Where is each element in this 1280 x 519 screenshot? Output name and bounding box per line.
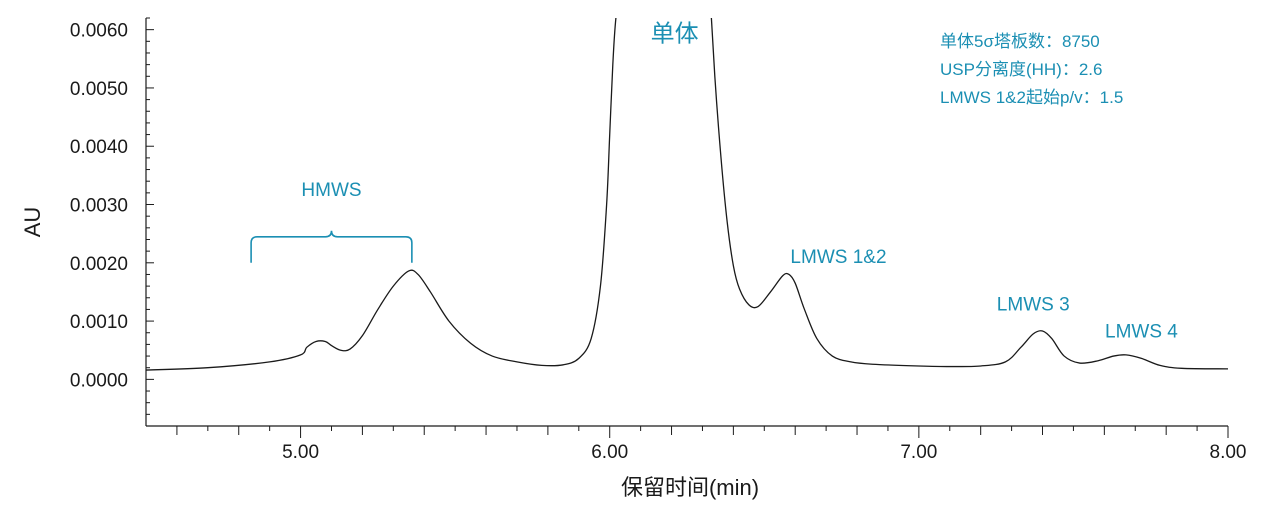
stat-plate-count: 单体5σ塔板数：8750: [940, 32, 1100, 51]
y-tick-label: 0.0060: [70, 21, 128, 42]
stats-box: 单体5σ塔板数：8750 USP分离度(HH)：2.6 LMWS 1&2起始p/…: [940, 32, 1123, 107]
peak-label-1: HMWS: [301, 180, 361, 201]
y-tick-label: 0.0020: [70, 254, 128, 275]
peak-annotations: 单体 HMWS LMWS 1&2 LMWS 3 LMWS 4: [301, 20, 1178, 342]
x-tick-label: 6.00: [591, 442, 628, 463]
peak-label-4: LMWS 4: [1105, 321, 1178, 342]
x-tick-label: 8.00: [1210, 442, 1247, 463]
peak-label-3: LMWS 3: [997, 295, 1070, 316]
y-ticks: 0.0000 0.0010 0.0020 0.0030 0.0040 0.0050 0.00…: [70, 17, 154, 427]
y-tick-label: 0.0040: [70, 137, 128, 158]
peak-label-2: LMWS 1&2: [790, 247, 886, 268]
axes: 0.0000 0.0010 0.0020 0.0030 0.0040 0.0050 0.00…: [70, 17, 1247, 463]
y-axis-title: AU: [20, 207, 45, 238]
x-ticks: 5.00 6.00 7.00 8.00: [176, 426, 1247, 463]
x-axis-title: 保留时间(min): [621, 475, 759, 500]
y-tick-label: 0.0030: [70, 196, 128, 217]
y-tick-label: 0.0050: [70, 79, 128, 100]
x-tick-label: 5.00: [282, 442, 319, 463]
stat-usp-resolution: USP分离度(HH)：2.6: [940, 60, 1102, 79]
hmws-bracket: [250, 230, 413, 263]
plot-area: [146, 18, 1228, 371]
x-tick-label: 7.00: [900, 442, 937, 463]
stat-lmws-pv: LMWS 1&2起始p/v：1.5: [940, 88, 1123, 107]
chromatogram-trace: [146, 18, 1228, 371]
y-tick-label: 0.0000: [70, 370, 128, 391]
peak-label-0: 单体: [651, 20, 699, 47]
y-tick-label: 0.0010: [70, 312, 128, 333]
